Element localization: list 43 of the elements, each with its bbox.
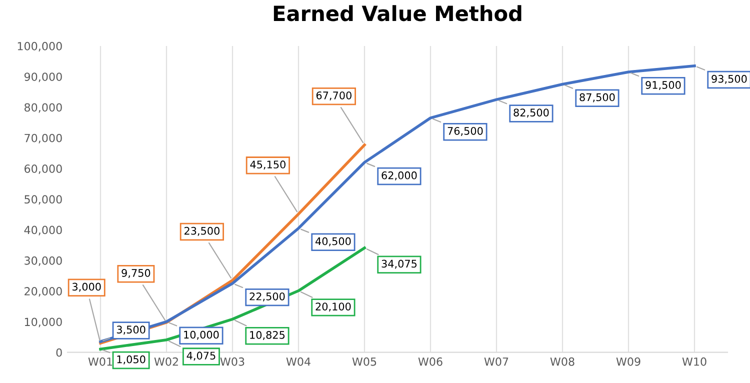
data-label: 93,500 (712, 74, 747, 84)
data-label: 34,075 (382, 260, 417, 269)
data-label: 3,500 (116, 326, 146, 335)
x-tick-label: W04 (286, 357, 310, 366)
data-label: 82,500 (514, 108, 549, 118)
chart-title: Earned Value Method (274, 5, 522, 22)
data-label: 23,500 (184, 226, 220, 236)
data-label: 3,000 (72, 282, 101, 292)
data-label: 91,500 (646, 81, 681, 90)
y-tick-label: 30,000 (24, 256, 62, 266)
y-tick-label: 60,000 (24, 164, 62, 174)
data-label: 67,700 (316, 91, 352, 100)
x-tick-label: W03 (220, 357, 244, 366)
data-label: 22,500 (250, 292, 285, 302)
data-label: 1,050 (117, 355, 146, 364)
y-tick-label: 50,000 (24, 195, 62, 205)
y-tick-label: 10,000 (24, 318, 62, 328)
y-tick-label: 40,000 (24, 226, 62, 236)
data-label: 87,500 (580, 93, 615, 102)
data-label: 20,100 (316, 302, 351, 312)
x-tick-label: W10 (682, 357, 706, 366)
data-label: 9,750 (122, 269, 150, 278)
data-label: 45,150 (250, 160, 286, 170)
y-tick-label: 0 (56, 348, 62, 357)
data-label: 76,500 (448, 126, 483, 136)
y-tick-label: 100,000 (18, 42, 62, 52)
data-label: 10,825 (250, 331, 285, 340)
data-label: 4,075 (186, 352, 216, 361)
x-tick-label: W01 (88, 357, 112, 366)
line-series (99, 64, 696, 344)
x-tick-label: W09 (616, 357, 640, 366)
x-tick-label: W08 (550, 357, 574, 366)
data-label: 62,000 (382, 171, 417, 180)
x-tick-label: W06 (418, 357, 442, 366)
x-tick-label: W02 (154, 357, 178, 366)
x-tick-label: W07 (484, 357, 508, 366)
data-label: 40,500 (316, 237, 351, 246)
y-tick-label: 80,000 (24, 103, 62, 113)
x-tick-label: W05 (352, 357, 376, 366)
y-tick-label: 90,000 (24, 72, 62, 82)
y-tick-label: 20,000 (24, 287, 62, 297)
y-tick-label: 70,000 (24, 134, 62, 144)
data-label: 10,000 (184, 330, 219, 340)
